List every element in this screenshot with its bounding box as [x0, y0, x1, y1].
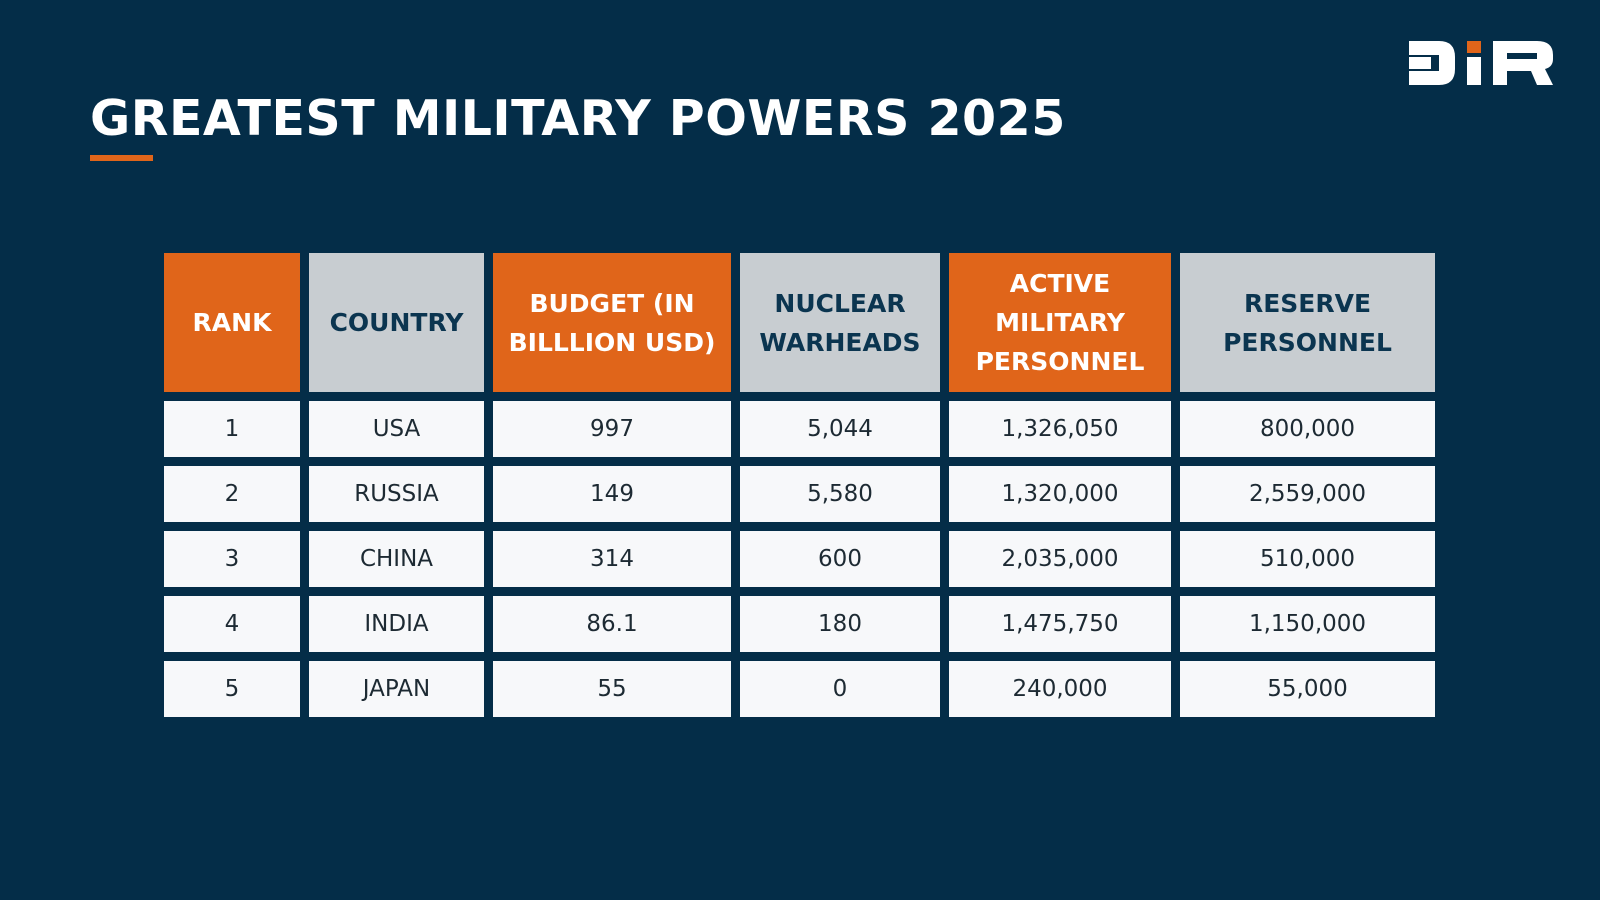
- cell-rank: 1: [164, 401, 300, 457]
- header-rank: RANK: [164, 253, 300, 392]
- cell-reserve-personnel: 1,150,000: [1180, 596, 1435, 652]
- military-powers-table: RANK COUNTRY BUDGET (IN BILLLION USD) NU…: [164, 253, 1435, 717]
- cell-nuclear-warheads: 5,044: [740, 401, 940, 457]
- cell-country: USA: [309, 401, 484, 457]
- header-active-personnel: ACTIVE MILITARY PERSONNEL: [949, 253, 1171, 392]
- header-budget: BUDGET (IN BILLLION USD): [493, 253, 731, 392]
- cell-budget: 55: [493, 661, 731, 717]
- cell-nuclear-warheads: 180: [740, 596, 940, 652]
- cell-budget: 86.1: [493, 596, 731, 652]
- cell-country: JAPAN: [309, 661, 484, 717]
- cell-rank: 5: [164, 661, 300, 717]
- cell-active-personnel: 240,000: [949, 661, 1171, 717]
- cell-active-personnel: 1,320,000: [949, 466, 1171, 522]
- cell-nuclear-warheads: 0: [740, 661, 940, 717]
- cell-active-personnel: 1,475,750: [949, 596, 1171, 652]
- cell-active-personnel: 1,326,050: [949, 401, 1171, 457]
- header-nuclear-warheads: NUCLEAR WARHEADS: [740, 253, 940, 392]
- dir-logo: [1409, 41, 1553, 85]
- cell-reserve-personnel: 510,000: [1180, 531, 1435, 587]
- cell-reserve-personnel: 55,000: [1180, 661, 1435, 717]
- header-reserve-personnel: RESERVE PERSONNEL: [1180, 253, 1435, 392]
- cell-reserve-personnel: 800,000: [1180, 401, 1435, 457]
- cell-rank: 4: [164, 596, 300, 652]
- header-country: COUNTRY: [309, 253, 484, 392]
- cell-country: INDIA: [309, 596, 484, 652]
- cell-country: RUSSIA: [309, 466, 484, 522]
- cell-budget: 997: [493, 401, 731, 457]
- cell-rank: 2: [164, 466, 300, 522]
- cell-active-personnel: 2,035,000: [949, 531, 1171, 587]
- cell-nuclear-warheads: 600: [740, 531, 940, 587]
- cell-budget: 314: [493, 531, 731, 587]
- cell-budget: 149: [493, 466, 731, 522]
- page-title: GREATEST MILITARY POWERS 2025: [90, 90, 1066, 147]
- cell-nuclear-warheads: 5,580: [740, 466, 940, 522]
- cell-country: CHINA: [309, 531, 484, 587]
- title-underline: [90, 155, 153, 161]
- cell-reserve-personnel: 2,559,000: [1180, 466, 1435, 522]
- cell-rank: 3: [164, 531, 300, 587]
